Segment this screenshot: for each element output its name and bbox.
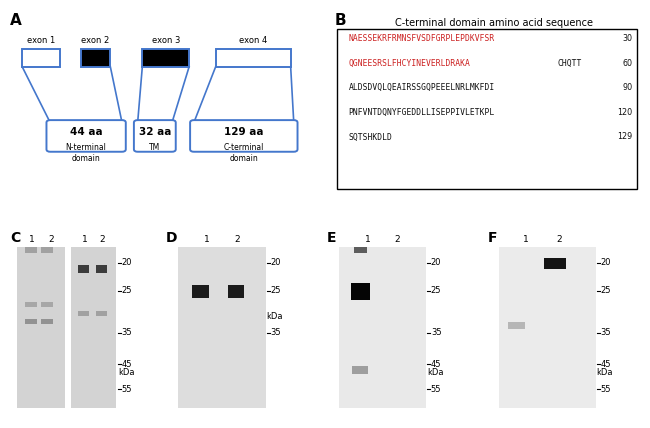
Text: 55: 55 xyxy=(122,385,132,394)
Text: exon 4: exon 4 xyxy=(239,36,267,45)
Bar xyxy=(18,247,65,408)
FancyBboxPatch shape xyxy=(134,120,176,152)
Text: 25: 25 xyxy=(601,286,611,295)
Text: 30: 30 xyxy=(623,34,632,43)
Text: 1: 1 xyxy=(523,235,529,244)
Bar xyxy=(178,247,266,408)
Bar xyxy=(142,49,189,67)
Bar xyxy=(25,247,37,253)
Text: PNFVNTDQNYFGEDDLLISEPPIVLETKPL: PNFVNTDQNYFGEDDLLISEPPIVLETKPL xyxy=(348,108,495,117)
Text: 55: 55 xyxy=(431,385,441,394)
Text: 55: 55 xyxy=(601,385,611,394)
Bar xyxy=(192,285,209,297)
Bar xyxy=(499,247,596,408)
Bar xyxy=(228,285,244,297)
Text: 45: 45 xyxy=(601,360,611,369)
Text: NAESSEKRFRMNSFVSDFGRPLEPDKVFSR: NAESSEKRFRMNSFVSDFGRPLEPDKVFSR xyxy=(348,34,495,43)
Text: 129 aa: 129 aa xyxy=(224,127,263,137)
Bar xyxy=(71,247,116,408)
Bar xyxy=(25,303,37,307)
Text: 120: 120 xyxy=(618,108,632,117)
Text: CHQTT: CHQTT xyxy=(558,59,582,68)
Text: 90: 90 xyxy=(623,83,632,92)
Text: C-terminal
domain: C-terminal domain xyxy=(224,143,264,163)
Text: 20: 20 xyxy=(270,259,281,268)
Text: 35: 35 xyxy=(431,328,441,337)
Text: 1: 1 xyxy=(365,235,370,244)
Bar xyxy=(41,318,53,324)
Text: 2: 2 xyxy=(234,235,240,244)
Text: kDa: kDa xyxy=(118,368,135,377)
Text: 20: 20 xyxy=(601,259,611,268)
Bar xyxy=(352,366,369,374)
Text: A: A xyxy=(10,13,21,28)
Text: kDa: kDa xyxy=(427,368,444,377)
Bar xyxy=(25,318,37,324)
Bar xyxy=(544,258,566,269)
Text: exon 3: exon 3 xyxy=(151,36,180,45)
Bar xyxy=(350,283,370,300)
Text: D: D xyxy=(166,231,177,245)
Text: 32 aa: 32 aa xyxy=(138,127,171,137)
Text: 2: 2 xyxy=(99,235,105,244)
Bar xyxy=(96,311,107,316)
Bar xyxy=(339,247,426,408)
Text: 1: 1 xyxy=(29,235,34,244)
Bar xyxy=(337,29,637,189)
Text: 1: 1 xyxy=(204,235,210,244)
Text: 35: 35 xyxy=(122,328,132,337)
Text: 60: 60 xyxy=(623,59,632,68)
Text: B: B xyxy=(334,13,346,28)
Text: N-terminal
domain: N-terminal domain xyxy=(66,143,107,163)
Text: 25: 25 xyxy=(270,286,281,295)
Bar xyxy=(216,49,291,67)
Text: SQTSHKDLD: SQTSHKDLD xyxy=(348,132,393,142)
Text: 1: 1 xyxy=(81,235,87,244)
Bar xyxy=(81,49,110,67)
Bar xyxy=(78,265,89,273)
Text: 2: 2 xyxy=(48,235,53,244)
Text: F: F xyxy=(488,231,497,245)
FancyBboxPatch shape xyxy=(46,120,126,152)
Text: 25: 25 xyxy=(431,286,441,295)
Bar xyxy=(78,311,89,316)
Text: 25: 25 xyxy=(122,286,132,295)
Text: QGNEESRSLFHCYINEVERLDRAKA: QGNEESRSLFHCYINEVERLDRAKA xyxy=(348,59,471,68)
Text: ALDSDVQLQEAIRSSGQPEEELNRLMKFDI: ALDSDVQLQEAIRSSGQPEEELNRLMKFDI xyxy=(348,83,495,92)
FancyBboxPatch shape xyxy=(190,120,298,152)
Text: 20: 20 xyxy=(122,259,132,268)
Text: 2: 2 xyxy=(556,235,562,244)
Text: kDa: kDa xyxy=(266,312,283,321)
Text: 2: 2 xyxy=(395,235,400,244)
Text: exon 1: exon 1 xyxy=(27,36,55,45)
Bar xyxy=(354,247,367,253)
Text: E: E xyxy=(327,231,336,245)
Bar xyxy=(41,303,53,307)
Text: 20: 20 xyxy=(431,259,441,268)
Text: 35: 35 xyxy=(601,328,611,337)
Bar xyxy=(508,322,525,329)
Text: 44 aa: 44 aa xyxy=(70,127,103,137)
Text: 45: 45 xyxy=(122,360,132,369)
Text: TM: TM xyxy=(150,143,161,152)
Text: 35: 35 xyxy=(270,328,281,337)
Text: 129: 129 xyxy=(618,132,632,142)
Text: C: C xyxy=(10,231,20,245)
Text: C-terminal domain amino acid sequence: C-terminal domain amino acid sequence xyxy=(395,18,593,28)
Bar xyxy=(96,265,107,273)
Bar xyxy=(22,49,60,67)
Text: exon 2: exon 2 xyxy=(81,36,110,45)
Text: kDa: kDa xyxy=(597,368,613,377)
Bar xyxy=(41,247,53,253)
Text: 45: 45 xyxy=(431,360,441,369)
